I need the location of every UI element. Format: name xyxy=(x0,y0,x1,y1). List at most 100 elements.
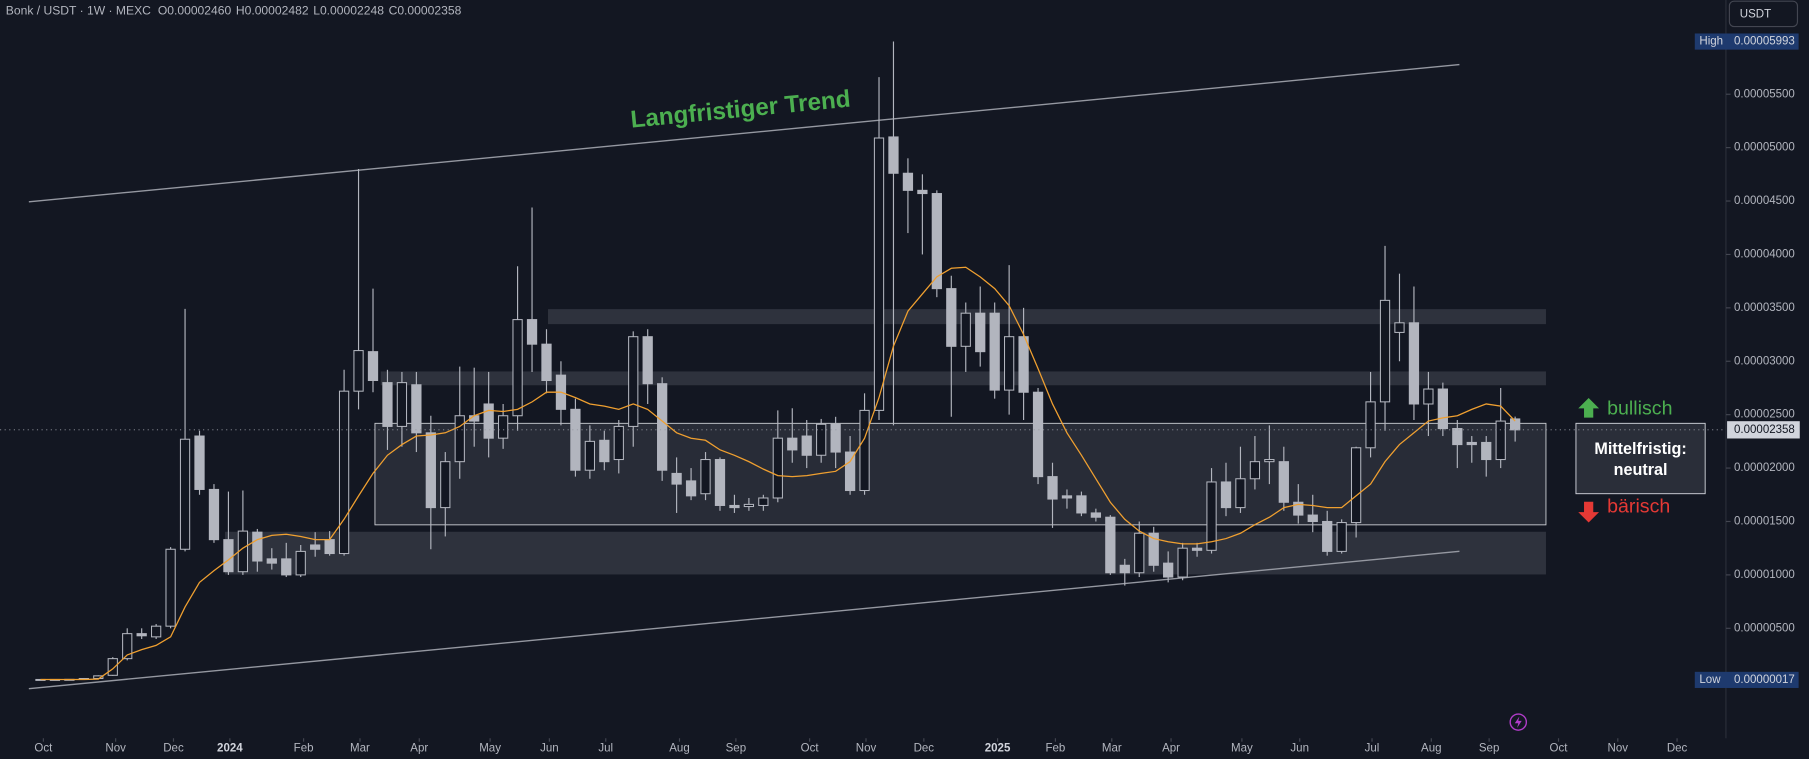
y-tick-label: 0.00004500 xyxy=(1734,195,1795,207)
extreme-label: 0.00005993 xyxy=(1734,36,1795,48)
candle-body xyxy=(440,461,451,509)
candle-body xyxy=(1466,441,1477,446)
candle-body xyxy=(685,480,697,497)
candle-body xyxy=(252,531,263,562)
candle-body xyxy=(194,435,205,490)
y-tick-label: 0.00002000 xyxy=(1734,462,1795,474)
marks xyxy=(35,41,1521,681)
candle-body xyxy=(1134,532,1145,574)
last-price-box xyxy=(1727,421,1800,439)
x-tick-label: Sep xyxy=(1479,743,1500,755)
candle-body xyxy=(1264,459,1275,463)
x-tick-label: Nov xyxy=(856,743,877,755)
y-tick-label: 0.00002500 xyxy=(1734,409,1795,421)
candle-body xyxy=(613,425,624,461)
x-tick-label: Apr xyxy=(410,743,428,755)
lower-trend-line xyxy=(28,550,1460,690)
candle-body xyxy=(367,351,379,382)
resistance-zone xyxy=(548,309,1546,325)
candle-body xyxy=(281,558,292,576)
candle-body xyxy=(729,504,740,509)
candle-body xyxy=(1105,516,1116,574)
signal-box xyxy=(1575,422,1706,495)
candle-body xyxy=(1278,461,1289,503)
extreme-label: 0.00000017 xyxy=(1734,674,1795,686)
candle-body xyxy=(1495,420,1506,461)
candle-body xyxy=(1076,495,1087,514)
down-arrow xyxy=(1578,501,1600,523)
candle-body xyxy=(743,503,755,508)
ohlc-value: 0.00002460 xyxy=(167,4,231,18)
candle-body xyxy=(396,382,408,427)
signal-text: neutral xyxy=(1614,461,1668,479)
y-tick-label: 0.00003000 xyxy=(1734,355,1795,367)
x-tick-label: Mar xyxy=(350,743,370,755)
x-tick-label: Feb xyxy=(1045,743,1065,755)
y-tick-label: 0.00001000 xyxy=(1734,569,1795,581)
candle-body xyxy=(1191,547,1203,551)
candle-body xyxy=(671,472,682,485)
extreme-name: High xyxy=(1699,36,1723,48)
x-tick-label: Oct xyxy=(1550,743,1569,755)
candle-body xyxy=(1437,388,1448,430)
x-tick-label: Jul xyxy=(1365,743,1380,755)
candle-body xyxy=(1003,336,1015,391)
y-tick-label: 0.00000500 xyxy=(1734,622,1795,634)
candle-body xyxy=(1481,441,1492,461)
candle-body xyxy=(266,558,277,564)
candle-body xyxy=(338,390,350,555)
alert-icon-bolt xyxy=(1514,716,1522,728)
last-price-label: 0.00002358 xyxy=(1734,424,1795,436)
alert-icon[interactable] xyxy=(1509,713,1528,731)
moving-average xyxy=(40,266,1516,681)
candle-body xyxy=(1365,401,1376,449)
candle-body xyxy=(1220,481,1232,509)
candle-body xyxy=(179,438,191,550)
candle-body xyxy=(1322,520,1333,552)
candle-body xyxy=(425,432,436,509)
x-tick-label: Nov xyxy=(105,743,126,755)
candle-body xyxy=(136,633,147,637)
upper-trend-line xyxy=(28,63,1460,203)
candle-body xyxy=(946,288,957,347)
candle-body xyxy=(975,312,986,353)
x-tick-label: Oct xyxy=(801,743,820,755)
candle-body xyxy=(1379,299,1391,403)
candle-body xyxy=(570,408,581,471)
ohlc-value: 0.00002248 xyxy=(320,4,384,18)
candle-body xyxy=(541,343,552,382)
candle-body xyxy=(888,136,899,174)
x-tick-label: Aug xyxy=(669,743,690,755)
bearish-label: bärisch xyxy=(1607,496,1670,518)
candle-body xyxy=(758,497,769,506)
y-tick-label: 0.00005000 xyxy=(1734,142,1795,154)
currency-label[interactable]: USDT xyxy=(1740,8,1771,20)
candle-body xyxy=(859,409,870,492)
candle-body xyxy=(310,544,321,550)
candle-body xyxy=(1090,512,1102,518)
candle-body xyxy=(107,658,118,676)
candle-body xyxy=(353,350,364,392)
candle-body xyxy=(989,312,1000,391)
candle-body xyxy=(917,189,928,195)
x-tick-label: Mar xyxy=(1102,743,1122,755)
resistance-zone xyxy=(380,371,1546,386)
candle-body xyxy=(642,336,653,385)
currency-button[interactable] xyxy=(1728,0,1799,28)
candle-body xyxy=(1423,388,1434,405)
candle-body xyxy=(1336,522,1347,552)
candle-body xyxy=(483,403,494,439)
y-tick-label: 0.00001500 xyxy=(1734,516,1795,528)
symbol: Bonk / USDT · 1W · MEXC xyxy=(6,4,151,18)
ohlc-value: 0.00002358 xyxy=(397,4,461,18)
candle-body xyxy=(1510,418,1521,431)
candle-body xyxy=(1235,478,1246,509)
candle-body xyxy=(151,625,162,638)
x-tick-label: Oct xyxy=(34,743,53,755)
x-tick-label: 2024 xyxy=(217,743,243,755)
candle-body xyxy=(223,539,234,573)
candle-body xyxy=(584,440,596,471)
x-tick-label: Jun xyxy=(540,743,559,755)
extreme-box xyxy=(1694,671,1799,688)
